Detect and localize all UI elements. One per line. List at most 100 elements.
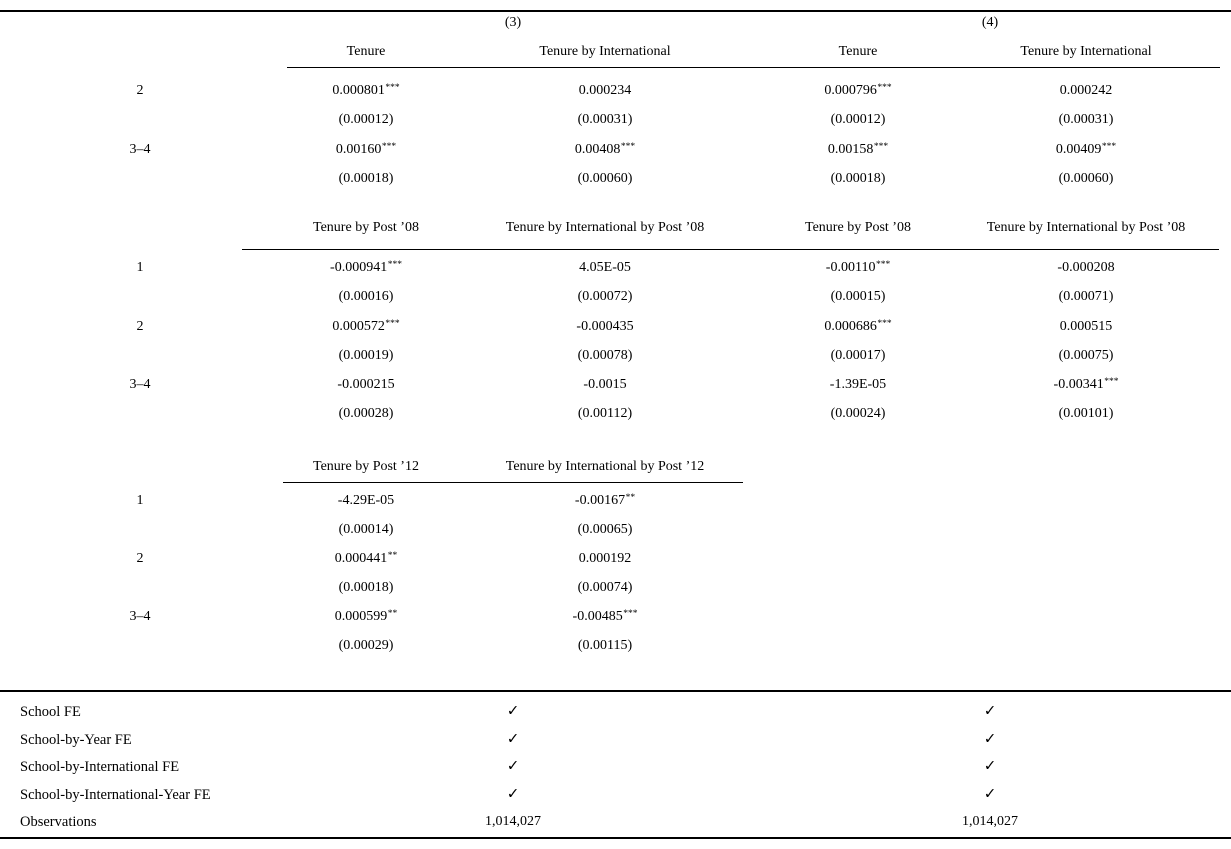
standard-error-cell: (0.00018) (830, 171, 886, 186)
significance-stars: *** (623, 608, 638, 619)
column-header: Tenure (838, 44, 878, 59)
coefficient-cell: -0.00485*** (572, 608, 638, 624)
coefficient-value: 0.000572 (332, 319, 385, 334)
standard-error-cell: (0.00074) (577, 580, 633, 595)
significance-stars: *** (620, 141, 636, 152)
coefficient-value: -0.00341 (1053, 377, 1104, 392)
significance-stars: *** (1101, 141, 1117, 152)
coefficient-cell: 0.000572*** (332, 318, 400, 334)
significance-stars: *** (877, 82, 892, 93)
coefficient-cell: -0.000208 (1057, 261, 1114, 275)
coefficient-value: -0.000208 (1057, 260, 1115, 275)
coefficient-value: -0.000435 (576, 319, 634, 334)
header-underline-rule (283, 482, 743, 484)
table-border-rule (0, 10, 1231, 12)
coefficient-value: -1.39E-05 (829, 377, 887, 392)
coefficient-cell: 0.000801*** (332, 82, 400, 98)
significance-stars: *** (385, 318, 400, 329)
significance-stars: *** (381, 141, 397, 152)
column-header: Tenure by Post ’08 (805, 220, 911, 235)
significance-stars: *** (1104, 376, 1119, 387)
row-label: 3–4 (129, 142, 151, 157)
significance-stars: ** (625, 492, 636, 503)
standard-error-cell: (0.00060) (577, 171, 633, 186)
coefficient-cell: 0.000796*** (824, 82, 892, 98)
standard-error-cell: (0.00019) (338, 348, 394, 363)
significance-stars: ** (387, 550, 398, 561)
coefficient-cell: -0.000435 (576, 320, 633, 334)
coefficient-value: 0.00158 (827, 142, 874, 157)
significance-stars: *** (875, 259, 891, 270)
observations-value: 1,014,027 (485, 814, 541, 829)
coefficient-cell: 0.000599** (334, 609, 398, 624)
coefficient-value: 0.000234 (578, 83, 632, 98)
footer-row-label: School FE (20, 703, 81, 720)
standard-error-cell: (0.00012) (830, 112, 886, 127)
coefficient-cell: 0.00409*** (1056, 141, 1117, 157)
coefficient-value: 0.000599 (334, 609, 388, 624)
significance-stars: *** (877, 318, 892, 329)
checkmark-icon: ✓ (506, 731, 520, 748)
row-label: 2 (136, 319, 144, 334)
standard-error-cell: (0.00018) (338, 580, 394, 595)
column-header: Tenure by International (1020, 44, 1152, 59)
coefficient-value: -0.000215 (337, 377, 395, 392)
group-header-col4: (4) (981, 15, 999, 30)
standard-error-cell: (0.00029) (338, 638, 394, 653)
coefficient-cell: 0.00160*** (335, 141, 397, 157)
standard-error-cell: (0.00028) (338, 406, 394, 421)
footer-row-label: School-by-International-Year FE (20, 786, 211, 803)
coefficient-cell: 0.00158*** (827, 142, 888, 157)
coefficient-cell: 0.000192 (579, 552, 632, 566)
standard-error-cell: (0.00016) (338, 289, 394, 304)
coefficient-cell: -0.00167** (574, 492, 636, 508)
coefficient-value: 4.05E-05 (579, 260, 631, 275)
coefficient-value: 0.000441 (334, 551, 388, 566)
standard-error-cell: (0.00112) (577, 406, 633, 421)
standard-error-cell: (0.00031) (1058, 112, 1114, 127)
coefficient-value: 0.000515 (1059, 319, 1113, 334)
header-underline-rule (287, 67, 1220, 69)
coefficient-cell: 0.000686*** (824, 318, 892, 334)
standard-error-cell: (0.00017) (830, 348, 886, 363)
table-border-rule (0, 837, 1231, 839)
standard-error-cell: (0.00071) (1058, 289, 1114, 304)
coefficient-cell: -4.29E-05 (338, 494, 394, 508)
coefficient-cell: 0.000242 (1060, 84, 1113, 98)
checkmark-icon: ✓ (506, 703, 520, 720)
row-label: 1 (136, 260, 144, 275)
observations-value: 1,014,027 (962, 814, 1018, 829)
significance-stars: *** (387, 259, 402, 270)
coefficient-cell: -1.39E-05 (830, 378, 886, 392)
checkmark-icon: ✓ (983, 703, 997, 720)
column-header: Tenure by International by Post ’12 (505, 459, 705, 474)
standard-error-cell: (0.00031) (577, 112, 633, 127)
significance-stars: *** (385, 82, 400, 93)
row-label: 3–4 (129, 609, 151, 624)
coefficient-value: 0.00160 (335, 142, 382, 157)
coefficient-value: 0.000686 (824, 319, 877, 334)
coefficient-cell: 0.00408*** (575, 141, 636, 157)
coefficient-cell: -0.00110*** (825, 259, 891, 275)
row-label: 2 (136, 83, 144, 98)
coefficient-cell: 0.000515 (1060, 320, 1113, 334)
coefficient-value: -0.00110 (825, 260, 876, 275)
standard-error-cell: (0.00018) (338, 171, 394, 186)
coefficient-value: -0.00167 (574, 493, 626, 508)
standard-error-cell: (0.00115) (577, 638, 633, 653)
coefficient-value: -0.00485 (572, 609, 623, 624)
footer-row-label: Observations (20, 813, 97, 830)
coefficient-value: -4.29E-05 (337, 493, 395, 508)
checkmark-icon: ✓ (506, 786, 520, 803)
standard-error-cell: (0.00065) (577, 522, 633, 537)
standard-error-cell: (0.00078) (577, 348, 633, 363)
standard-error-cell: (0.00014) (338, 522, 394, 537)
standard-error-cell: (0.00024) (830, 406, 886, 421)
column-header: Tenure (346, 44, 386, 59)
checkmark-icon: ✓ (983, 786, 997, 803)
row-label: 1 (136, 493, 144, 508)
standard-error-cell: (0.00101) (1058, 406, 1114, 421)
checkmark-icon: ✓ (983, 731, 997, 748)
standard-error-cell: (0.00060) (1058, 171, 1114, 186)
